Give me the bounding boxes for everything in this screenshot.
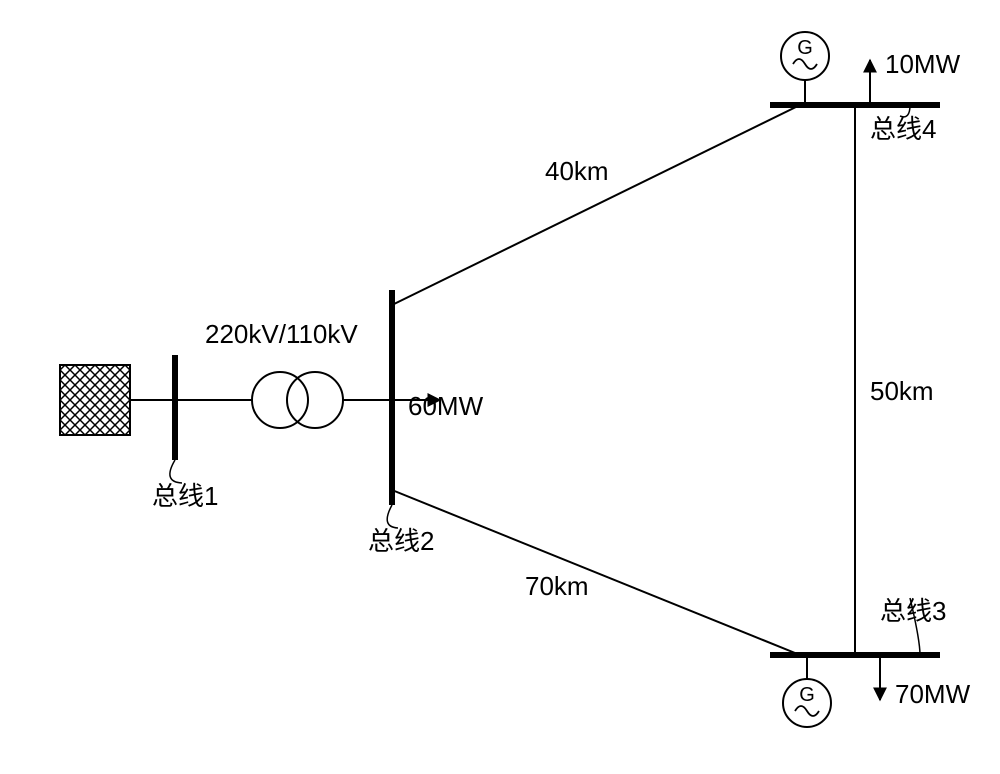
load-bus4-value: 10MW	[885, 49, 961, 79]
bus2-callout	[387, 505, 398, 528]
line-l_2_3-label: 70km	[525, 571, 589, 601]
transformer-secondary	[287, 372, 343, 428]
transformer-primary	[252, 372, 308, 428]
transformer-label: 220kV/110kV	[205, 319, 358, 349]
bus3-label: 总线3	[880, 596, 946, 626]
line-l_3_4-label: 50km	[870, 376, 934, 406]
load-bus3-value: 70MW	[895, 679, 971, 709]
diagram-svg: 220kV/110kV 总线1 总线2 总线3 总线4 40km 70km 50km G G 60M…	[0, 0, 1000, 774]
generator-bus4-symbol: G	[797, 37, 813, 59]
bus1-label: 总线1	[152, 481, 218, 511]
line-l_2_3	[392, 490, 800, 655]
bus4-label: 总线4	[870, 114, 936, 144]
external-grid	[60, 365, 130, 435]
bus1-callout	[170, 460, 182, 483]
power-network-diagram: 220kV/110kV 总线1 总线2 总线3 总线4 40km 70km 50km G G 60M…	[0, 0, 1000, 774]
bus2-label: 总线2	[368, 526, 434, 556]
line-l_2_4	[392, 105, 800, 305]
generator-bus3-symbol: G	[799, 684, 815, 706]
line-l_2_4-label: 40km	[545, 156, 609, 186]
load-bus2-value: 60MW	[408, 391, 484, 421]
